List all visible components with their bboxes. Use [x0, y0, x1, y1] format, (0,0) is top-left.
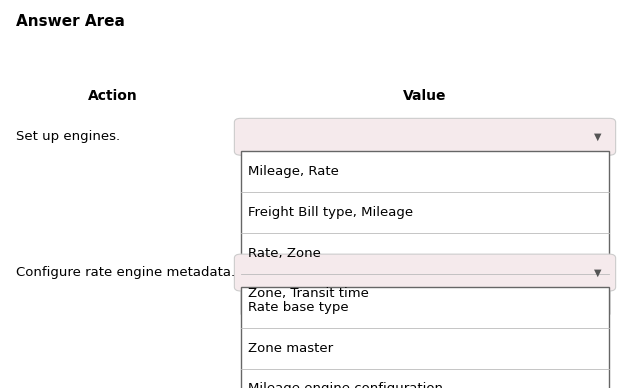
- Text: Zone, Transit time: Zone, Transit time: [248, 288, 369, 300]
- Text: Value: Value: [403, 89, 447, 103]
- Text: Rate base type: Rate base type: [248, 301, 349, 314]
- Text: Zone master: Zone master: [248, 342, 333, 355]
- Text: Action: Action: [88, 89, 138, 103]
- FancyBboxPatch shape: [234, 118, 616, 155]
- Text: Mileage, Rate: Mileage, Rate: [248, 165, 339, 178]
- FancyBboxPatch shape: [241, 151, 609, 314]
- Text: Freight Bill type, Mileage: Freight Bill type, Mileage: [248, 206, 413, 219]
- Text: ▼: ▼: [594, 132, 602, 142]
- Text: Rate, Zone: Rate, Zone: [248, 247, 321, 260]
- Text: Answer Area: Answer Area: [16, 14, 124, 29]
- FancyBboxPatch shape: [241, 287, 609, 388]
- Text: Set up engines.: Set up engines.: [16, 130, 120, 143]
- Text: Configure rate engine metadata.: Configure rate engine metadata.: [16, 266, 235, 279]
- Text: ▼: ▼: [594, 268, 602, 277]
- FancyBboxPatch shape: [234, 254, 616, 291]
- Text: Mileage engine configuration: Mileage engine configuration: [248, 383, 443, 388]
